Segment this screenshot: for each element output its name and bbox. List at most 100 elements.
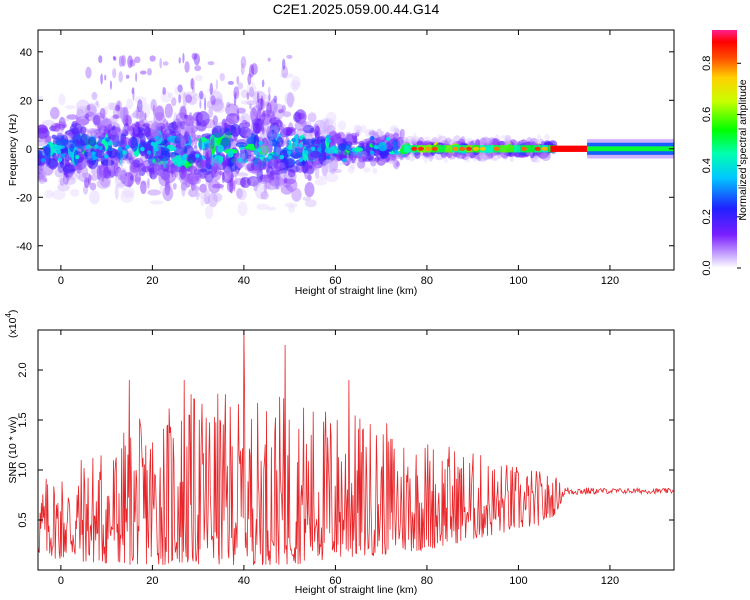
spectrogram-y-ticks: 40 20 0 -20 -40 (16, 47, 674, 253)
spectral-blob (443, 157, 448, 163)
spectral-blob (139, 70, 147, 75)
spectral-blob (335, 154, 343, 161)
spectral-blob (267, 57, 271, 62)
spectral-blob (209, 138, 213, 146)
spectral-blob (320, 139, 326, 154)
spectral-blob (55, 138, 69, 146)
spectral-blob (249, 107, 258, 122)
spectral-blob (177, 84, 183, 93)
spectral-blob (183, 114, 189, 120)
x-tick-label: 20 (146, 575, 158, 587)
spectral-blob (371, 142, 380, 147)
x-tick-label: 0 (58, 275, 64, 287)
spectral-blob (488, 152, 494, 159)
spectral-blob (492, 139, 499, 147)
spectral-blob (264, 179, 279, 191)
spectral-blob (121, 156, 126, 164)
spectral-blob (100, 73, 103, 85)
spectral-blob (234, 177, 246, 186)
spectral-peak (370, 150, 375, 156)
x-tick-label: 40 (238, 275, 250, 287)
spectral-blob (159, 57, 163, 69)
spectral-peak (105, 137, 110, 143)
spectral-blob (135, 72, 138, 83)
colorbar-tick-label: 0.0 (701, 260, 713, 275)
spectral-blob (366, 154, 375, 161)
spectral-blob (497, 140, 505, 146)
spectral-peak (104, 154, 109, 159)
spectral-blob (38, 124, 48, 134)
spectral-peak (331, 145, 336, 151)
spectral-blob (210, 156, 215, 165)
spectral-blob (140, 180, 147, 195)
spectral-blob (43, 178, 48, 183)
spectral-blob (126, 172, 133, 188)
spectral-blob (250, 111, 257, 123)
spectral-peak (534, 146, 541, 151)
spectral-blob (544, 134, 550, 141)
spectral-peak (258, 140, 263, 146)
spectral-peak (411, 146, 418, 151)
spectral-blob (139, 110, 145, 124)
spectral-blob (136, 105, 139, 120)
spectral-blob (265, 100, 270, 107)
spectral-blob (180, 135, 186, 151)
spectral-blob (104, 74, 107, 81)
spectral-blob (129, 59, 136, 67)
snr-y-ticks: 0.5 1.0 1.5 2.0 (17, 362, 674, 528)
spectral-peak (140, 146, 145, 152)
spectral-blob (270, 114, 277, 127)
spectral-blob (186, 172, 200, 185)
spectral-blob (164, 103, 173, 119)
spectral-blob (240, 176, 251, 188)
spectral-blob (198, 137, 202, 152)
spectral-blob (257, 97, 264, 111)
spectral-blob (319, 117, 333, 132)
spectral-blob (253, 163, 259, 174)
spectral-blob (279, 170, 286, 184)
spectral-blob (500, 134, 509, 140)
spectral-blob (265, 164, 270, 174)
spectral-blob (212, 183, 224, 189)
spectral-blob (329, 159, 339, 172)
spectral-blob (178, 164, 187, 180)
spectral-blob (141, 102, 151, 119)
spectral-blob (130, 136, 139, 152)
spectral-blob (92, 92, 97, 99)
snr-chart: 0 20 40 60 80 100 120 0.5 1.0 1.5 2.0 Height of s… (4, 310, 675, 596)
colorbar-tick-label: 0.4 (701, 158, 713, 173)
spectral-peak (298, 157, 304, 162)
spectral-blob (516, 141, 521, 146)
spectral-peak (298, 143, 303, 148)
spectral-peak (373, 145, 379, 150)
spectral-blob (174, 86, 179, 95)
spectral-blob (240, 177, 247, 188)
spectral-blob (380, 130, 385, 141)
spectral-blob (108, 102, 119, 111)
spectral-blob (144, 112, 147, 120)
spectral-blob (219, 72, 225, 82)
spectral-blob (185, 116, 192, 122)
spectral-band (438, 145, 446, 153)
spectral-blob (355, 125, 363, 133)
spectral-blob (288, 204, 295, 213)
spectral-blob (193, 53, 200, 66)
spectral-peak (392, 141, 397, 146)
spectral-blob (361, 150, 368, 159)
spectral-blob (182, 52, 185, 64)
spectral-blob (275, 147, 281, 156)
spectral-peak (85, 144, 91, 150)
spectral-blob (86, 155, 98, 161)
spectral-blob (392, 158, 399, 169)
spectral-blob (266, 102, 272, 117)
spectral-blob (49, 106, 60, 120)
spectral-blob (488, 137, 496, 145)
spectral-blob (184, 130, 188, 145)
spectral-blob (428, 154, 433, 162)
spectral-peak (108, 141, 113, 146)
spectral-blob (202, 147, 209, 160)
spectral-blob (117, 100, 121, 111)
spectral-blob (266, 160, 273, 169)
spectral-blob (204, 170, 214, 183)
spectral-blob (222, 170, 234, 184)
